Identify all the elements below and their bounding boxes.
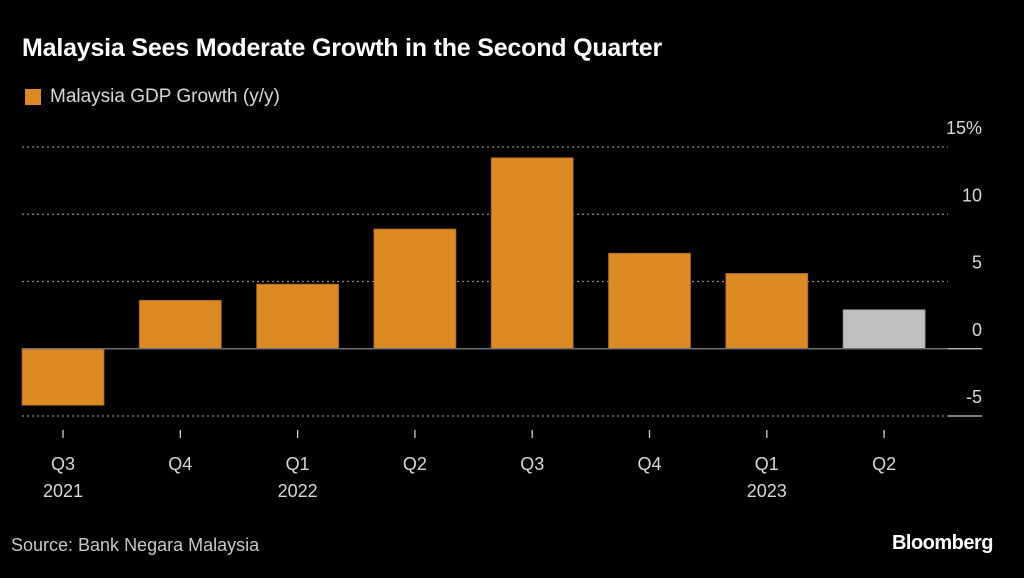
y-tick-label: 0 (972, 320, 982, 340)
x-tick-label-year: 2023 (747, 481, 787, 501)
x-tick-label-quarter: Q3 (51, 454, 75, 474)
x-tick-label-quarter: Q2 (872, 454, 896, 474)
x-tick-label-quarter: Q1 (286, 454, 310, 474)
source-note: Source: Bank Negara Malaysia (11, 535, 260, 555)
chart-title: Malaysia Sees Moderate Growth in the Sec… (22, 34, 662, 62)
legend: Malaysia GDP Growth (y/y) (25, 86, 280, 108)
x-tick-label-quarter: Q1 (755, 454, 779, 474)
x-tick-label-quarter: Q3 (520, 454, 544, 474)
x-tick-label-year: 2021 (43, 481, 83, 501)
x-axis-labels: Q3 2021 Q4 Q1 2022 Q2 Q3 Q4 Q1 2023 Q2 (43, 430, 896, 501)
bars (21, 157, 926, 406)
bar (725, 273, 809, 350)
legend-label: Malaysia GDP Growth (y/y) (50, 86, 280, 107)
x-tick-label-year: 2022 (278, 481, 318, 501)
legend-swatch (25, 89, 41, 105)
bar (490, 157, 574, 350)
bar (842, 309, 926, 350)
x-tick-label-quarter: Q4 (168, 454, 192, 474)
x-tick-label-quarter: Q4 (637, 454, 661, 474)
y-tick-label: 15% (946, 118, 982, 138)
bar (21, 348, 105, 406)
y-tick-label: -5 (966, 387, 982, 407)
x-tick-label-quarter: Q2 (403, 454, 427, 474)
y-tick-label: 10 (962, 185, 982, 205)
bloomberg-logo: Bloomberg (891, 532, 994, 554)
bar (373, 228, 457, 350)
y-axis-labels: 15% 10 5 0 -5 (946, 118, 982, 407)
bar (138, 299, 222, 350)
y-tick-label: 5 (972, 253, 982, 273)
bar (608, 252, 691, 350)
bar (256, 283, 340, 350)
